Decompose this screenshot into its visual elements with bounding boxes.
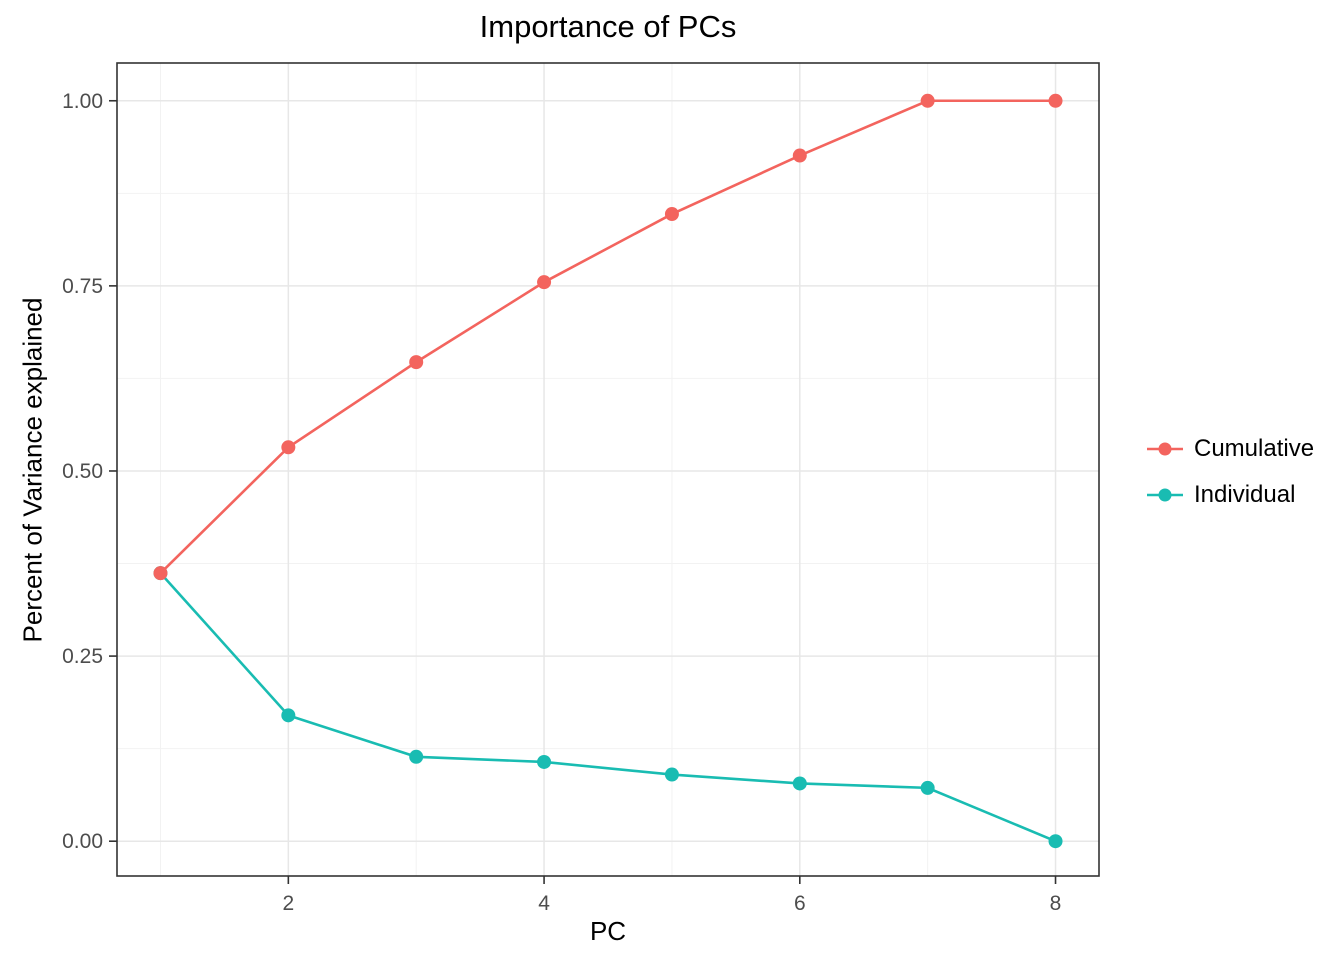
data-point [409,355,424,370]
y-axis-title: Percent of Variance explained [17,297,48,643]
data-point [409,749,424,764]
x-tick-label: 6 [794,892,806,915]
data-point [153,566,168,581]
legend-item-individual: Individual [1146,480,1314,510]
data-point [1048,834,1063,849]
data-point [664,767,679,782]
series-cumulative [153,93,1063,581]
data-point [792,776,807,791]
grid-major [117,63,1099,876]
axis-ticks: 2 4 6 8 0.00 0.25 0.50 0.75 1.00 [62,90,1061,915]
data-point [537,275,552,290]
legend-label-individual: Individual [1194,481,1296,508]
legend-item-cumulative: Cumulative [1146,434,1314,464]
data-point [920,780,935,795]
chart-title: Importance of PCs [479,9,737,44]
y-tick-label: 0.50 [62,460,103,483]
series-line [159,572,1057,843]
data-point [664,207,679,222]
legend: Cumulative Individual [1146,434,1314,526]
legend-key-point [1158,442,1172,456]
y-tick-label: 1.00 [62,90,103,113]
data-point [920,93,935,108]
x-axis-title: PC [589,916,627,946]
legend-key-point [1158,488,1172,502]
y-tick-label: 0.00 [62,830,103,853]
legend-label-cumulative: Cumulative [1194,435,1315,462]
x-tick-label: 4 [538,892,550,915]
data-point [1048,93,1063,108]
legend-key-cumulative-icon [1147,442,1183,456]
y-tick-label: 0.25 [62,645,103,668]
x-tick-label: 8 [1050,892,1062,915]
data-point [792,148,807,163]
x-tick-label: 2 [282,892,294,915]
series-line [159,99,1056,575]
legend-key-individual-icon [1147,488,1183,502]
grid-minor [117,63,1099,876]
data-point [281,708,296,723]
panel-background [117,63,1099,876]
data-point [537,754,552,769]
y-tick-label: 0.75 [62,275,103,298]
panel-border [116,62,1100,877]
data-point [281,440,296,455]
